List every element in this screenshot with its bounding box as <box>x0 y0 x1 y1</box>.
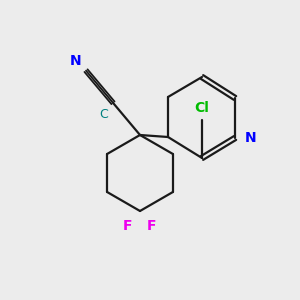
Text: Cl: Cl <box>195 101 209 115</box>
Text: N: N <box>69 54 81 68</box>
Text: N: N <box>245 131 256 145</box>
Text: F: F <box>123 219 133 233</box>
Text: F: F <box>147 219 157 233</box>
Text: C: C <box>99 108 108 121</box>
